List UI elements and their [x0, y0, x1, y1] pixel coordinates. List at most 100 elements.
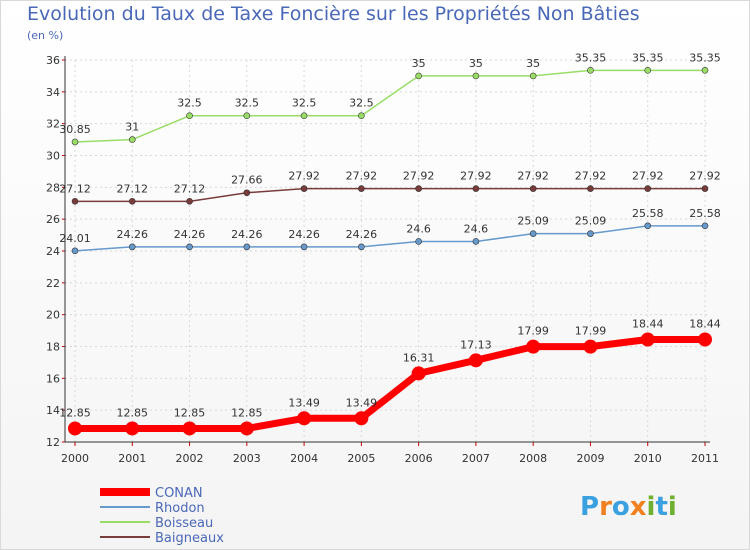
legend-label-rhodon: Rhodon — [155, 501, 205, 516]
data-point-boisseau — [472, 72, 480, 80]
y-tick-label: 28 — [46, 181, 60, 194]
data-point-baigneaux — [587, 185, 594, 192]
data-point-rhodon — [71, 247, 79, 255]
data-label-conan: 12.85 — [174, 406, 206, 419]
data-label-conan: 17.99 — [575, 325, 607, 338]
y-tick-label: 16 — [46, 372, 60, 385]
data-label-boisseau: 35.35 — [689, 51, 721, 64]
data-point-baigneaux — [472, 185, 480, 192]
logo-letter: t — [655, 492, 667, 522]
data-labels: 24.01 24.26 24.26 24.26 24.26 24.26 24.6 24.6 25… — [59, 51, 721, 419]
x-tick-label: 2008 — [519, 452, 547, 465]
chart-subtitle: (en %) — [27, 29, 64, 42]
data-label-baigneaux: 27.66 — [231, 174, 263, 187]
data-point-rhodon — [587, 230, 594, 237]
data-point-rhodon — [186, 243, 193, 251]
data-point-boisseau — [358, 112, 365, 120]
x-tick-label: 2000 — [61, 452, 89, 465]
data-point-conan — [125, 421, 140, 436]
data-point-boisseau — [71, 138, 79, 146]
data-label-baigneaux: 27.92 — [575, 170, 607, 183]
legend-label-boisseau: Boisseau — [155, 516, 213, 531]
data-label-rhodon: 25.58 — [689, 207, 721, 220]
data-point-boisseau — [644, 67, 652, 74]
data-point-boisseau — [300, 112, 308, 120]
logo-letter: P — [580, 492, 599, 522]
data-label-boisseau: 32.5 — [235, 97, 260, 110]
logo-letter: i — [668, 492, 677, 522]
data-label-baigneaux: 27.92 — [689, 170, 721, 183]
data-label-rhodon: 24.26 — [288, 228, 320, 241]
y-tick-label: 12 — [46, 436, 60, 449]
proxiti-logo: Proxiti — [580, 492, 677, 522]
data-label-rhodon: 24.01 — [59, 232, 91, 245]
series-line-boisseau — [74, 69, 705, 143]
grid-lines — [65, 59, 710, 443]
data-point-conan — [640, 332, 655, 347]
series-boisseau — [71, 67, 709, 146]
x-tick-label: 2005 — [347, 452, 375, 465]
data-label-rhodon: 24.26 — [231, 228, 263, 241]
data-point-conan — [297, 411, 312, 426]
data-label-conan: 16.31 — [403, 351, 435, 364]
legend-label-conan: CONAN — [155, 486, 203, 501]
data-label-boisseau: 35.35 — [575, 51, 607, 64]
data-point-rhodon — [300, 243, 308, 251]
data-label-conan: 18.44 — [632, 317, 664, 330]
data-label-conan: 17.13 — [460, 338, 492, 351]
data-label-conan: 17.99 — [517, 325, 549, 338]
axes: 12 14 16 18 20 22 24 26 28 30 32 34 36 2000 2001 2002 20… — [46, 54, 719, 465]
data-label-baigneaux: 27.92 — [517, 170, 549, 183]
data-label-baigneaux: 27.92 — [632, 170, 664, 183]
y-tick-label: 14 — [46, 404, 60, 417]
data-point-baigneaux — [644, 185, 652, 192]
data-label-conan: 13.49 — [346, 396, 378, 409]
data-label-boisseau: 35 — [526, 57, 540, 70]
y-tick-label: 22 — [46, 277, 60, 290]
series-line-conan — [75, 335, 705, 432]
data-point-conan — [68, 421, 82, 436]
data-label-baigneaux: 27.12 — [174, 182, 206, 195]
data-point-conan — [468, 353, 483, 368]
chart-title: Evolution du Taux de Taxe Foncière sur l… — [27, 3, 640, 25]
y-tick-label: 26 — [46, 213, 60, 226]
y-tick-label: 24 — [46, 245, 60, 258]
data-point-baigneaux — [300, 185, 308, 192]
data-label-baigneaux: 27.92 — [460, 170, 492, 183]
x-tick-label: 2002 — [176, 452, 204, 465]
data-label-boisseau: 32.5 — [177, 97, 202, 110]
data-point-rhodon — [472, 238, 480, 245]
data-label-conan: 12.85 — [117, 406, 149, 419]
series-line-rhodon — [74, 225, 705, 252]
data-label-rhodon: 25.09 — [575, 215, 607, 228]
data-point-rhodon — [529, 230, 537, 237]
data-point-conan — [239, 421, 254, 436]
data-point-conan — [411, 366, 426, 381]
data-label-baigneaux: 27.12 — [59, 182, 91, 195]
data-label-boisseau: 35.35 — [632, 51, 664, 64]
data-label-boisseau: 32.5 — [349, 97, 374, 110]
data-point-boisseau — [415, 72, 422, 80]
data-point-baigneaux — [186, 198, 193, 205]
data-label-rhodon: 24.26 — [346, 228, 378, 241]
proxiti-logo-text: Proxiti — [580, 492, 677, 522]
x-tick-label: 2006 — [405, 452, 433, 465]
y-tick-label: 30 — [46, 150, 60, 163]
x-tick-label: 2001 — [118, 452, 146, 465]
data-point-boisseau — [529, 72, 537, 80]
data-point-baigneaux — [71, 198, 79, 205]
data-point-boisseau — [587, 67, 594, 74]
data-label-conan: 12.85 — [59, 406, 91, 419]
data-label-boisseau: 32.5 — [292, 97, 317, 110]
data-point-baigneaux — [358, 185, 365, 192]
logo-letter: o — [612, 492, 630, 522]
data-point-rhodon — [358, 243, 365, 251]
data-point-rhodon — [128, 243, 136, 251]
data-label-boisseau: 35 — [412, 57, 426, 70]
data-point-baigneaux — [701, 185, 709, 192]
data-label-rhodon: 25.58 — [632, 207, 664, 220]
data-point-baigneaux — [415, 185, 422, 192]
data-label-boisseau: 30.85 — [59, 123, 91, 136]
data-point-rhodon — [243, 243, 251, 251]
